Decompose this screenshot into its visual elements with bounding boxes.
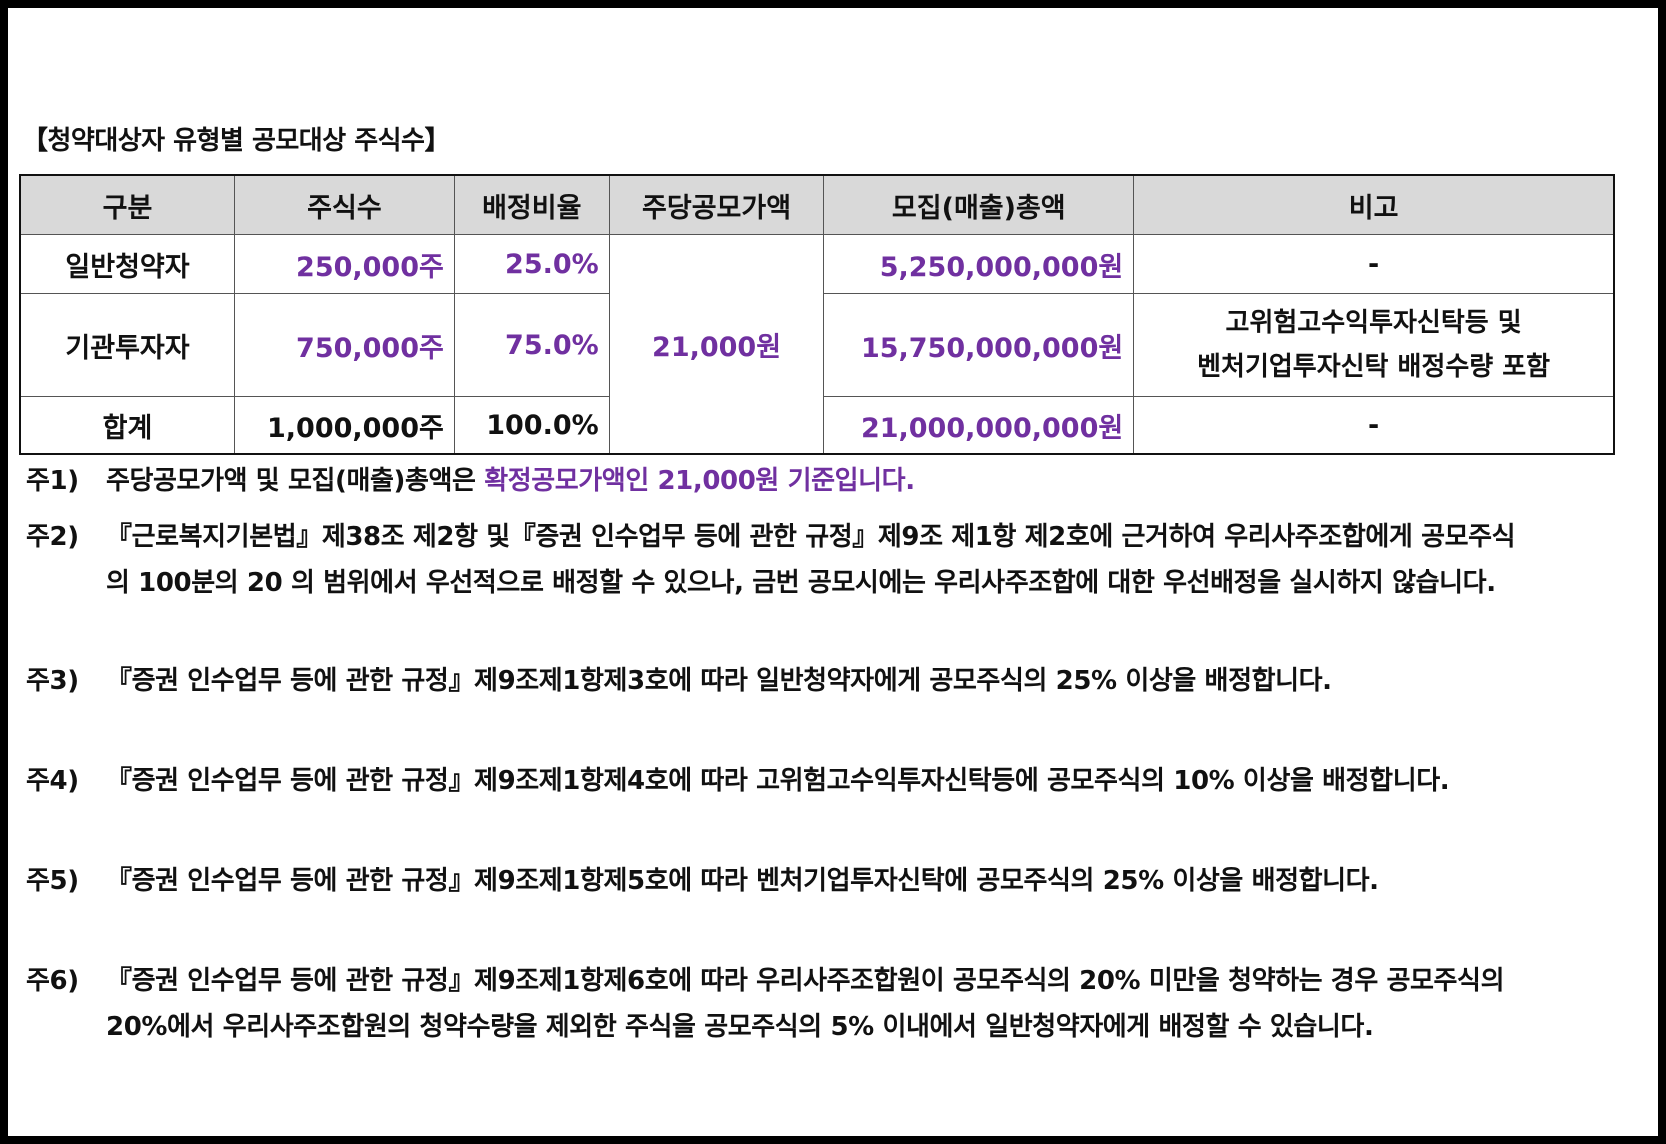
footnote-text: 『증권 인수업무 등에 관한 규정』제9조제1항제3호에 따라 일반청약자에게 … <box>106 666 1332 696</box>
row-shares: 1,000,000주 <box>234 396 455 455</box>
footnote-highlight: 확정공모가액인 21,000원 기준입니다. <box>484 466 915 496</box>
footnote-label: 주2) <box>26 522 79 552</box>
table-row: 일반청약자 250,000주 25.0% 21,000원 5,250,000,0… <box>19 234 1615 455</box>
document-page: 【청약대상자 유형별 공모대상 주식수】 구분 주식수 배정비율 주당공모가액 … <box>8 8 1658 1136</box>
allocation-table: 구분 주식수 배정비율 주당공모가액 모집(매출)총액 비고 일반청약자 250… <box>19 174 1615 455</box>
table-row: 기관투자자 750,000주 75.0% 15,750,000,000원 고위험… <box>19 293 1615 397</box>
footnote-5: 주5) 『증권 인수업무 등에 관한 규정』제9조제1항제5호에 따라 벤처기업투… <box>26 860 1379 897</box>
row-remarks: 고위험고수익투자신탁등 및 벤처기업투자신탁 배정수량 포함 <box>1133 293 1615 397</box>
row-type: 합계 <box>19 396 236 455</box>
row-shares: 250,000주 <box>234 234 455 294</box>
row-amount: 5,250,000,000원 <box>823 234 1135 294</box>
footnote-label: 주6) <box>26 966 79 996</box>
footnote-label: 주5) <box>26 866 79 896</box>
footnote-6: 주6) 『증권 인수업무 등에 관한 규정』제9조제1항제6호에 따라 우리사주조… <box>26 960 1505 1042</box>
row-remarks: - <box>1133 396 1615 455</box>
footnote-2: 주2) 『근로복지기본법』제38조 제2항 및『증권 인수업무 등에 관한 규정』… <box>26 516 1516 598</box>
remarks-line-1: 고위험고수익투자신탁등 및 <box>1225 308 1522 338</box>
row-amount: 15,750,000,000원 <box>823 293 1135 397</box>
footnote-label: 주4) <box>26 766 79 796</box>
footnote-text: 『증권 인수업무 등에 관한 규정』제9조제1항제5호에 따라 벤처기업투자신탁… <box>106 866 1379 896</box>
footnote-text: 『근로복지기본법』제38조 제2항 및『증권 인수업무 등에 관한 규정』제9조… <box>106 522 1516 552</box>
header-ratio: 배정비율 <box>453 174 610 235</box>
remarks-line-2: 벤처기업투자신탁 배정수량 포함 <box>1197 352 1551 382</box>
table-header-row: 구분 주식수 배정비율 주당공모가액 모집(매출)총액 비고 <box>19 174 1615 235</box>
section-title: 【청약대상자 유형별 공모대상 주식수】 <box>22 126 450 156</box>
header-amount: 모집(매출)총액 <box>823 174 1135 235</box>
offering-price-cell: 21,000원 <box>608 234 825 455</box>
footnote-text: 『증권 인수업무 등에 관한 규정』제9조제1항제6호에 따라 우리사주조합원이… <box>106 966 1505 996</box>
row-ratio: 75.0% <box>453 293 610 397</box>
footnote-label: 주1) <box>26 466 79 496</box>
footnote-4: 주4) 『증권 인수업무 등에 관한 규정』제9조제1항제4호에 따라 고위험고수… <box>26 760 1450 797</box>
footnote-text: 『증권 인수업무 등에 관한 규정』제9조제1항제4호에 따라 고위험고수익투자… <box>106 766 1450 796</box>
header-remarks: 비고 <box>1133 174 1615 235</box>
footnote-1: 주1) 주당공모가액 및 모집(매출)총액은 확정공모가액인 21,000원 기준… <box>26 460 915 497</box>
row-remarks: - <box>1133 234 1615 294</box>
footnote-text-continued: 의 100분의 20 의 범위에서 우선적으로 배정할 수 있으나, 금번 공모… <box>106 568 1496 598</box>
header-type: 구분 <box>19 174 236 235</box>
table-row-total: 합계 1,000,000주 100.0% 21,000,000,000원 - <box>19 396 1615 455</box>
footnote-3: 주3) 『증권 인수업무 등에 관한 규정』제9조제1항제3호에 따라 일반청약자… <box>26 660 1332 697</box>
footnote-text-continued: 20%에서 우리사주조합원의 청약수량을 제외한 주식을 공모주식의 5% 이내… <box>106 1012 1374 1042</box>
row-ratio: 100.0% <box>453 396 610 455</box>
footnote-label: 주3) <box>26 666 79 696</box>
row-type: 기관투자자 <box>19 293 236 397</box>
header-shares: 주식수 <box>234 174 455 235</box>
row-amount: 21,000,000,000원 <box>823 396 1135 455</box>
header-price: 주당공모가액 <box>608 174 825 235</box>
row-ratio: 25.0% <box>453 234 610 294</box>
row-type: 일반청약자 <box>19 234 236 294</box>
footnote-text: 주당공모가액 및 모집(매출)총액은 <box>106 466 485 496</box>
row-shares: 750,000주 <box>234 293 455 397</box>
